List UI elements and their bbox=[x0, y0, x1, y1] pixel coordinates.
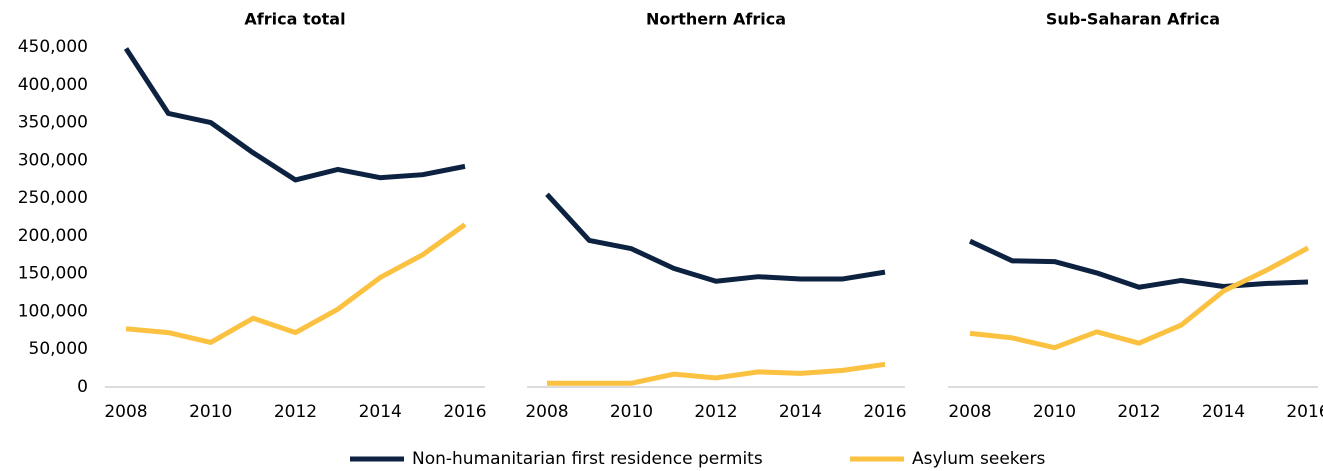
chart-title: Sub-Saharan Africa bbox=[1046, 10, 1220, 29]
x-tick-label: 2008 bbox=[948, 402, 991, 422]
series-line bbox=[123, 47, 466, 183]
legend-label: Asylum seekers bbox=[912, 449, 1045, 469]
legend-label: Non-humanitarian first residence permits bbox=[412, 449, 763, 469]
x-tick-label: 2016 bbox=[863, 402, 906, 422]
series-line bbox=[125, 222, 467, 345]
x-tick-label: 2010 bbox=[1033, 402, 1076, 422]
y-tick-label: 250,000 bbox=[18, 188, 88, 208]
x-tick-label: 2012 bbox=[1117, 402, 1160, 422]
x-tick-label: 2014 bbox=[779, 402, 822, 422]
series-line bbox=[968, 238, 1309, 290]
x-tick-label: 2010 bbox=[189, 402, 232, 422]
x-tick-label: 2014 bbox=[359, 402, 402, 422]
x-tick-label: 2008 bbox=[104, 402, 147, 422]
x-tick-label: 2016 bbox=[443, 402, 486, 422]
y-tick-label: 50,000 bbox=[29, 339, 88, 359]
series-line bbox=[547, 361, 886, 386]
x-tick-label: 2016 bbox=[1286, 402, 1323, 422]
series-line bbox=[545, 192, 886, 284]
x-tick-label: 2014 bbox=[1202, 402, 1245, 422]
x-tick-label: 2012 bbox=[694, 402, 737, 422]
y-tick-label: 150,000 bbox=[18, 264, 88, 284]
x-tick-label: 2010 bbox=[610, 402, 653, 422]
y-tick-label: 300,000 bbox=[18, 150, 88, 170]
y-tick-label: 450,000 bbox=[18, 37, 88, 57]
chart-title: Africa total bbox=[244, 10, 345, 29]
x-tick-label: 2008 bbox=[525, 402, 568, 422]
y-tick-label: 200,000 bbox=[18, 226, 88, 246]
y-tick-label: 350,000 bbox=[18, 113, 88, 133]
y-tick-label: 0 bbox=[77, 377, 88, 397]
y-tick-label: 400,000 bbox=[18, 75, 88, 95]
series-line bbox=[969, 245, 1310, 351]
chart-title: Northern Africa bbox=[646, 10, 786, 29]
y-tick-label: 100,000 bbox=[18, 301, 88, 321]
x-tick-label: 2012 bbox=[274, 402, 317, 422]
